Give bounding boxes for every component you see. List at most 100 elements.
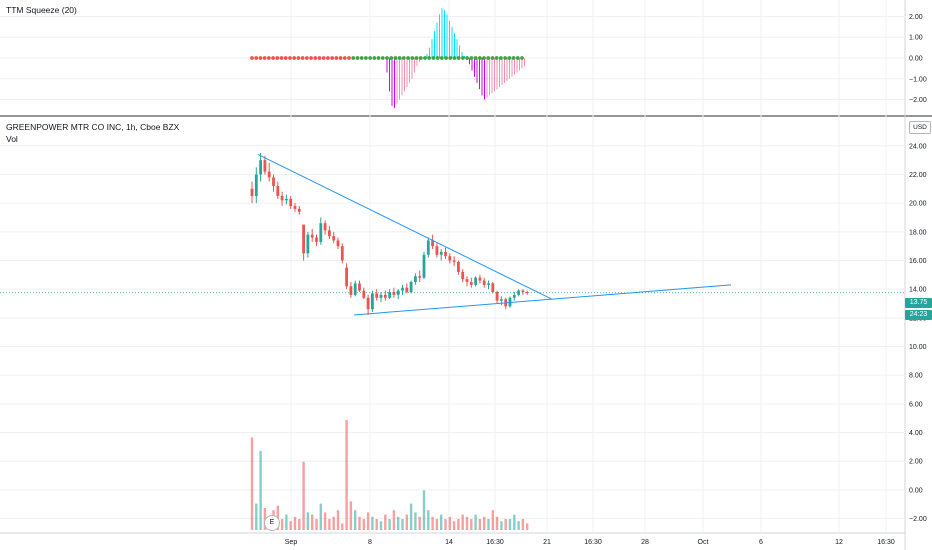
- squeeze-dot: [355, 56, 360, 60]
- volume-bar: [306, 512, 310, 530]
- candle-body: [353, 283, 357, 295]
- squeeze-dot: [380, 56, 385, 60]
- volume-bar: [401, 519, 404, 530]
- volume-bar: [444, 519, 447, 530]
- volume-bar: [298, 519, 301, 530]
- candle-body: [319, 223, 323, 242]
- candle-body: [461, 271, 465, 280]
- candle-body: [310, 234, 314, 238]
- squeeze-dot: [271, 56, 275, 60]
- volume-bar: [474, 514, 477, 530]
- volume-bar: [418, 516, 421, 530]
- volume-bar: [328, 519, 331, 530]
- volume-bar: [371, 516, 374, 530]
- y-tick-label: 22.00: [909, 172, 927, 179]
- volume-bar: [461, 514, 464, 530]
- volume-bar: [384, 514, 387, 530]
- squeeze-dot: [414, 56, 419, 60]
- volume-bar: [500, 521, 503, 530]
- candle-body: [465, 279, 469, 282]
- candle-body: [302, 224, 305, 254]
- squeeze-dot: [385, 56, 389, 60]
- squeeze-dot: [473, 56, 478, 60]
- volume-bar: [495, 516, 499, 530]
- squeeze-dot: [376, 56, 381, 60]
- squeeze-dot: [456, 56, 461, 60]
- squeeze-dot: [397, 56, 402, 60]
- y-tick-label: 0.00: [909, 487, 923, 494]
- squeeze-dot: [406, 56, 410, 60]
- candle-body: [349, 286, 353, 295]
- volume-bar: [478, 519, 482, 530]
- candle-body: [517, 290, 520, 295]
- candle-body: [254, 174, 258, 196]
- squeeze-y-tick-label: 0.00: [909, 56, 923, 63]
- volume-bar: [414, 512, 417, 530]
- squeeze-dot: [435, 56, 440, 60]
- squeeze-dot: [326, 56, 330, 60]
- volume-bar: [323, 512, 327, 530]
- candle-body: [276, 185, 280, 196]
- candle-body: [525, 292, 529, 294]
- candle-body: [358, 283, 361, 291]
- squeeze-dot: [418, 56, 423, 60]
- squeeze-dot: [266, 56, 271, 60]
- volume-bar: [409, 503, 413, 530]
- candle-body: [289, 198, 293, 207]
- squeeze-dot: [342, 56, 347, 60]
- squeeze-dot: [258, 56, 263, 60]
- squeeze-dot: [499, 56, 503, 60]
- volume-bar: [465, 516, 469, 530]
- candle-body: [383, 294, 387, 298]
- volume-bar: [457, 519, 460, 530]
- volume-bar: [315, 519, 318, 530]
- y-tick-label: 14.00: [909, 287, 927, 294]
- candle-body: [272, 177, 275, 186]
- candle-body: [448, 256, 452, 261]
- x-tick-label: Sep: [285, 539, 298, 546]
- squeeze-dot: [461, 56, 465, 60]
- candle-body: [323, 223, 327, 231]
- volume-bar: [405, 514, 408, 530]
- volume-bar: [448, 516, 451, 530]
- squeeze-dot: [283, 56, 288, 60]
- candle-body: [435, 246, 439, 255]
- squeeze-dot: [423, 56, 427, 60]
- candle-body: [401, 287, 404, 291]
- candle-body: [340, 246, 344, 261]
- squeeze-dot: [465, 56, 470, 60]
- earnings-marker[interactable]: E: [264, 515, 280, 531]
- candle-body: [500, 299, 503, 301]
- volume-bar: [427, 510, 430, 530]
- squeeze-dot: [452, 56, 457, 60]
- volume-bar: [259, 450, 262, 530]
- y-tick-label: 16.00: [909, 258, 927, 265]
- volume-bar: [354, 510, 357, 530]
- candle-body: [371, 293, 374, 310]
- volume-bar: [487, 519, 490, 530]
- squeeze-dot: [482, 56, 486, 60]
- squeeze-dot: [351, 56, 356, 60]
- squeeze-dot: [262, 56, 267, 60]
- candle-body: [388, 292, 391, 298]
- candle-body: [487, 283, 490, 285]
- volume-bar: [452, 521, 456, 530]
- volume-bar: [388, 519, 391, 530]
- volume-bar: [397, 516, 400, 530]
- y-tick-label: 18.00: [909, 229, 927, 236]
- currency-button[interactable]: USD: [909, 121, 931, 134]
- candle-body: [328, 230, 331, 237]
- candle-body: [439, 251, 443, 255]
- chart-title: GREENPOWER MTR CO INC, 1h, Cboe BZX: [6, 122, 180, 132]
- volume-bar: [422, 490, 426, 530]
- x-tick-label: 12: [835, 539, 843, 546]
- squeeze-dot: [494, 56, 499, 60]
- squeeze-dot: [334, 56, 339, 60]
- candle-body: [491, 283, 495, 293]
- squeeze-dot: [292, 56, 297, 60]
- volume-bar: [250, 437, 254, 530]
- squeeze-dot: [364, 56, 368, 60]
- squeeze-dot: [338, 56, 343, 60]
- candle-body: [414, 276, 417, 282]
